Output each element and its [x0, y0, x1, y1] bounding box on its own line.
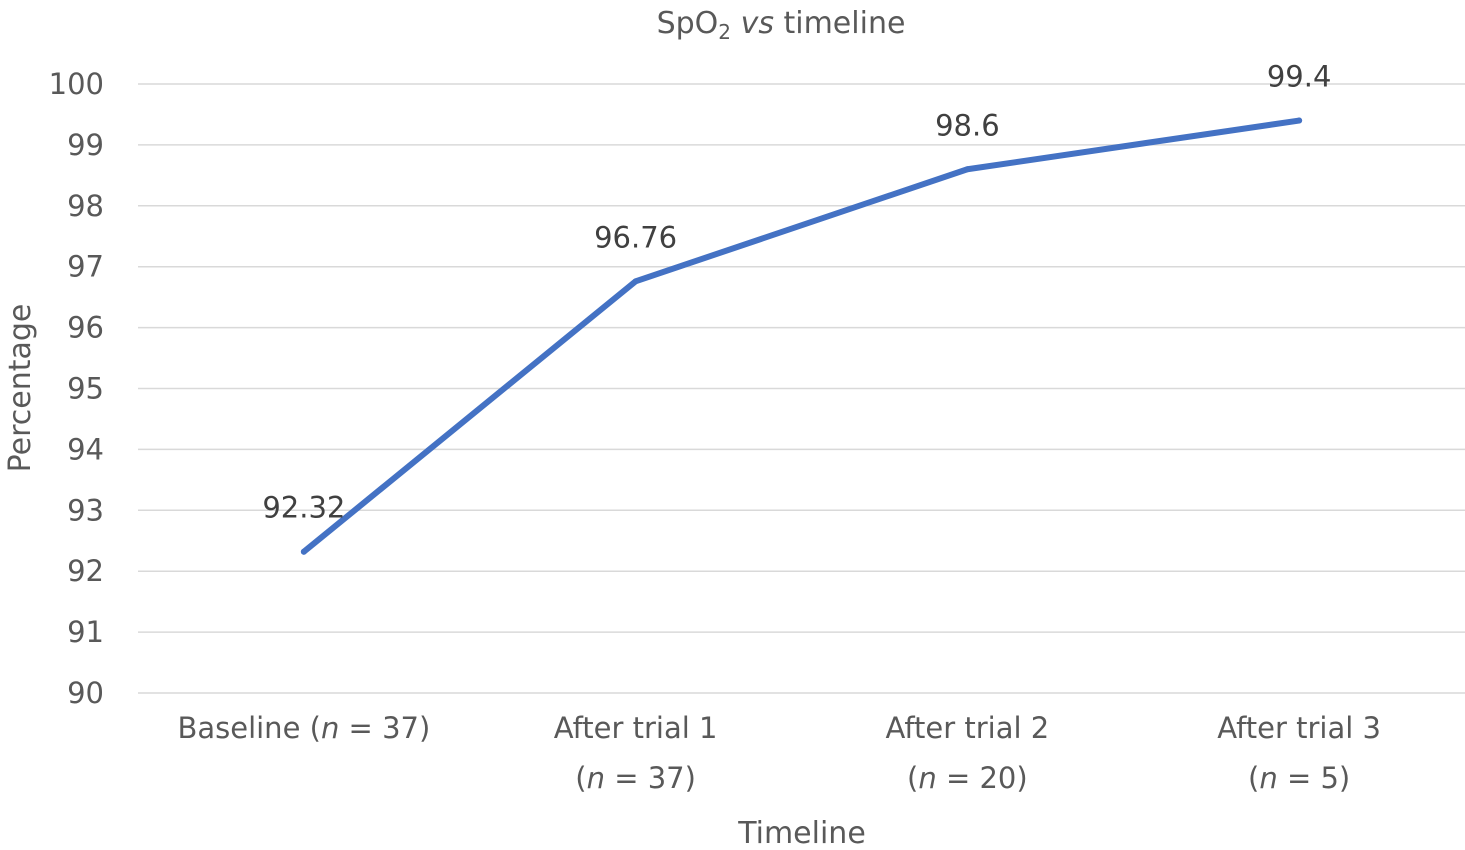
x-category-label: After trial 2 [886, 711, 1050, 745]
y-axis-ticks: 90 91 92 93 94 95 96 97 98 99 100 [49, 67, 104, 710]
x-category-label: After trial 1 [554, 711, 718, 745]
x-category-label: (n = 20) [907, 761, 1028, 795]
category-text: = 20) [937, 761, 1028, 795]
category-n-italic: n [1259, 761, 1277, 795]
category-text: Baseline ( [177, 711, 321, 745]
category-text: After trial 3 [1217, 711, 1381, 745]
data-label: 98.6 [935, 108, 1000, 142]
gridlines [138, 83, 1465, 694]
data-point [300, 548, 307, 555]
x-category-label: (n = 37) [575, 761, 696, 795]
chart-title-part: timeline [774, 6, 905, 41]
category-n-italic: n [587, 761, 605, 795]
y-tick-label: 96 [67, 311, 104, 345]
chart-title: SpO2 vs timeline [657, 6, 906, 44]
x-axis-title: Timeline [737, 816, 866, 850]
y-tick-label: 90 [67, 676, 104, 710]
x-category-label: (n = 5) [1248, 761, 1350, 795]
y-tick-label: 97 [67, 250, 104, 284]
chart-title-italic: vs [741, 6, 774, 41]
data-point [1296, 117, 1303, 124]
x-axis-categories: Baseline (n = 37) After trial 1(n = 37)Af… [177, 711, 1381, 795]
category-text: ( [1248, 761, 1259, 795]
data-label: 96.76 [594, 220, 677, 254]
category-text: ( [907, 761, 918, 795]
x-category-label: Baseline (n = 37) [177, 711, 430, 745]
y-axis-title: Percentage [3, 304, 38, 473]
series-layer [300, 117, 1303, 555]
chart-title-subscript: 2 [718, 20, 731, 44]
category-text: After trial 2 [886, 711, 1050, 745]
chart-title-part: SpO [657, 6, 719, 41]
category-text: = 37) [339, 711, 430, 745]
data-point [632, 278, 639, 285]
x-category-label: After trial 3 [1217, 711, 1381, 745]
data-labels: 92.32 96.76 98.6 99.4 [262, 60, 1331, 525]
y-tick-label: 99 [67, 128, 104, 162]
category-text: = 37) [605, 761, 696, 795]
data-label: 99.4 [1267, 60, 1332, 94]
category-text: After trial 1 [554, 711, 718, 745]
category-n-italic: n [918, 761, 936, 795]
chart-title-part [731, 6, 741, 41]
data-point [964, 166, 971, 173]
y-tick-label: 100 [49, 67, 104, 101]
y-tick-label: 98 [67, 189, 104, 223]
y-tick-label: 91 [67, 615, 104, 649]
category-text: ( [575, 761, 586, 795]
data-label: 92.32 [262, 491, 345, 525]
category-n-italic: n [321, 711, 339, 745]
y-tick-label: 95 [67, 372, 104, 406]
category-text: = 5) [1278, 761, 1351, 795]
y-tick-label: 92 [67, 554, 104, 588]
series-line [300, 117, 1303, 555]
y-tick-label: 93 [67, 493, 104, 527]
y-tick-label: 94 [67, 432, 104, 466]
